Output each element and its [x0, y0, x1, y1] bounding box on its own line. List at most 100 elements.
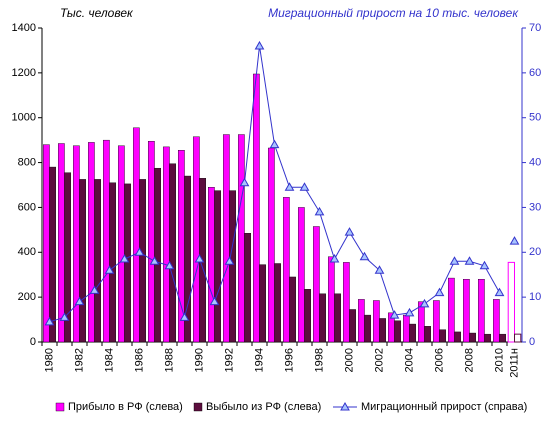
- bar: [433, 300, 440, 343]
- marker: [404, 307, 415, 317]
- bar: [124, 183, 132, 343]
- y2-tick-label: 30: [529, 201, 541, 213]
- marker: [329, 254, 340, 263]
- x-tick-label: 2006: [433, 348, 445, 372]
- x-tick-label: 2002: [373, 348, 385, 372]
- bar: [514, 333, 522, 343]
- marker: [239, 177, 250, 187]
- y2-tick-label: 10: [529, 291, 541, 303]
- left-axis-label: Тыс. человек: [60, 6, 134, 20]
- marker: [179, 312, 190, 321]
- bar: [222, 134, 230, 343]
- bar: [94, 179, 102, 343]
- marker: [284, 182, 295, 191]
- marker: [134, 247, 145, 256]
- x-tick-label: 1988: [163, 348, 175, 372]
- bar: [289, 276, 297, 343]
- right-axis-label: Миграционный прирост на 10 тыс. человек: [268, 6, 519, 20]
- x-tick-label: 1994: [253, 348, 265, 372]
- bar: [313, 226, 320, 343]
- marker: [194, 254, 205, 263]
- legend-marker: [340, 401, 350, 411]
- bar: [102, 139, 110, 343]
- marker: [59, 312, 70, 321]
- bar: [207, 187, 215, 343]
- bar: [403, 314, 410, 343]
- y2-tick-label: 70: [529, 22, 541, 34]
- marker: [209, 296, 220, 306]
- x-tick-label: 1992: [223, 348, 235, 372]
- bar: [304, 289, 312, 343]
- marker: [44, 316, 55, 326]
- y-tick-label: 400: [18, 246, 36, 258]
- y2-tick-label: 50: [529, 112, 541, 124]
- y2-tick-label: 40: [529, 156, 541, 168]
- bar: [169, 163, 177, 343]
- y2-tick-label: 0: [529, 336, 535, 348]
- y2-tick-label: 20: [529, 246, 541, 258]
- bar: [469, 332, 477, 343]
- bar: [43, 144, 50, 343]
- bar: [117, 145, 125, 343]
- marker: [494, 287, 505, 297]
- bar: [79, 179, 87, 343]
- marker: [299, 182, 310, 191]
- x-tick-label: 2004: [403, 348, 415, 372]
- legend-label: Выбыло из РФ (слева): [206, 401, 321, 413]
- bar: [379, 318, 387, 343]
- x-tick-label: 1984: [103, 348, 115, 372]
- bar: [298, 207, 305, 343]
- bar: [439, 329, 447, 343]
- marker: [344, 227, 355, 236]
- bar: [343, 262, 350, 343]
- x-tick-label: 1982: [73, 348, 85, 372]
- y-tick-label: 0: [30, 336, 36, 348]
- bar: [448, 277, 455, 343]
- marker: [254, 40, 265, 50]
- marker: [104, 265, 115, 274]
- legend-label: Миграционный прирост (справа): [361, 401, 527, 413]
- bar: [132, 127, 140, 343]
- legend-swatch: [55, 402, 65, 412]
- legend-swatch: [193, 402, 203, 412]
- x-tick-label: 2008: [463, 348, 475, 372]
- marker: [74, 296, 85, 306]
- y-tick-label: 1400: [12, 22, 36, 34]
- bar: [147, 141, 155, 343]
- bar: [229, 190, 237, 343]
- bar: [424, 326, 432, 343]
- bar: [268, 147, 275, 343]
- bar: [237, 134, 245, 343]
- bar: [58, 143, 65, 343]
- bar: [418, 301, 425, 343]
- x-tick-label: 1996: [283, 348, 295, 372]
- y2-tick-label: 60: [529, 67, 541, 79]
- bar: [364, 314, 372, 343]
- bar: [72, 145, 80, 343]
- bar: [493, 299, 500, 343]
- x-tick-label: 2010: [493, 348, 505, 372]
- marker: [119, 254, 130, 263]
- y-tick-label: 200: [18, 291, 36, 303]
- bar: [499, 333, 507, 343]
- bar: [244, 233, 252, 343]
- bar: [49, 166, 57, 343]
- x-tick-label: 1986: [133, 348, 145, 372]
- x-tick-label: 1980: [43, 348, 55, 372]
- x-tick-label: 2011н: [508, 348, 520, 378]
- bar: [478, 279, 485, 343]
- bar: [507, 261, 516, 343]
- bar: [162, 146, 170, 343]
- marker: [464, 256, 475, 265]
- bar: [328, 256, 335, 343]
- marker: [89, 285, 100, 294]
- bar: [192, 136, 200, 343]
- x-tick-label: 2000: [343, 348, 355, 372]
- bar: [214, 190, 222, 343]
- marker: [419, 298, 430, 308]
- bar: [349, 309, 357, 343]
- bar: [87, 142, 95, 343]
- marker: [149, 256, 160, 265]
- bar: [373, 300, 380, 343]
